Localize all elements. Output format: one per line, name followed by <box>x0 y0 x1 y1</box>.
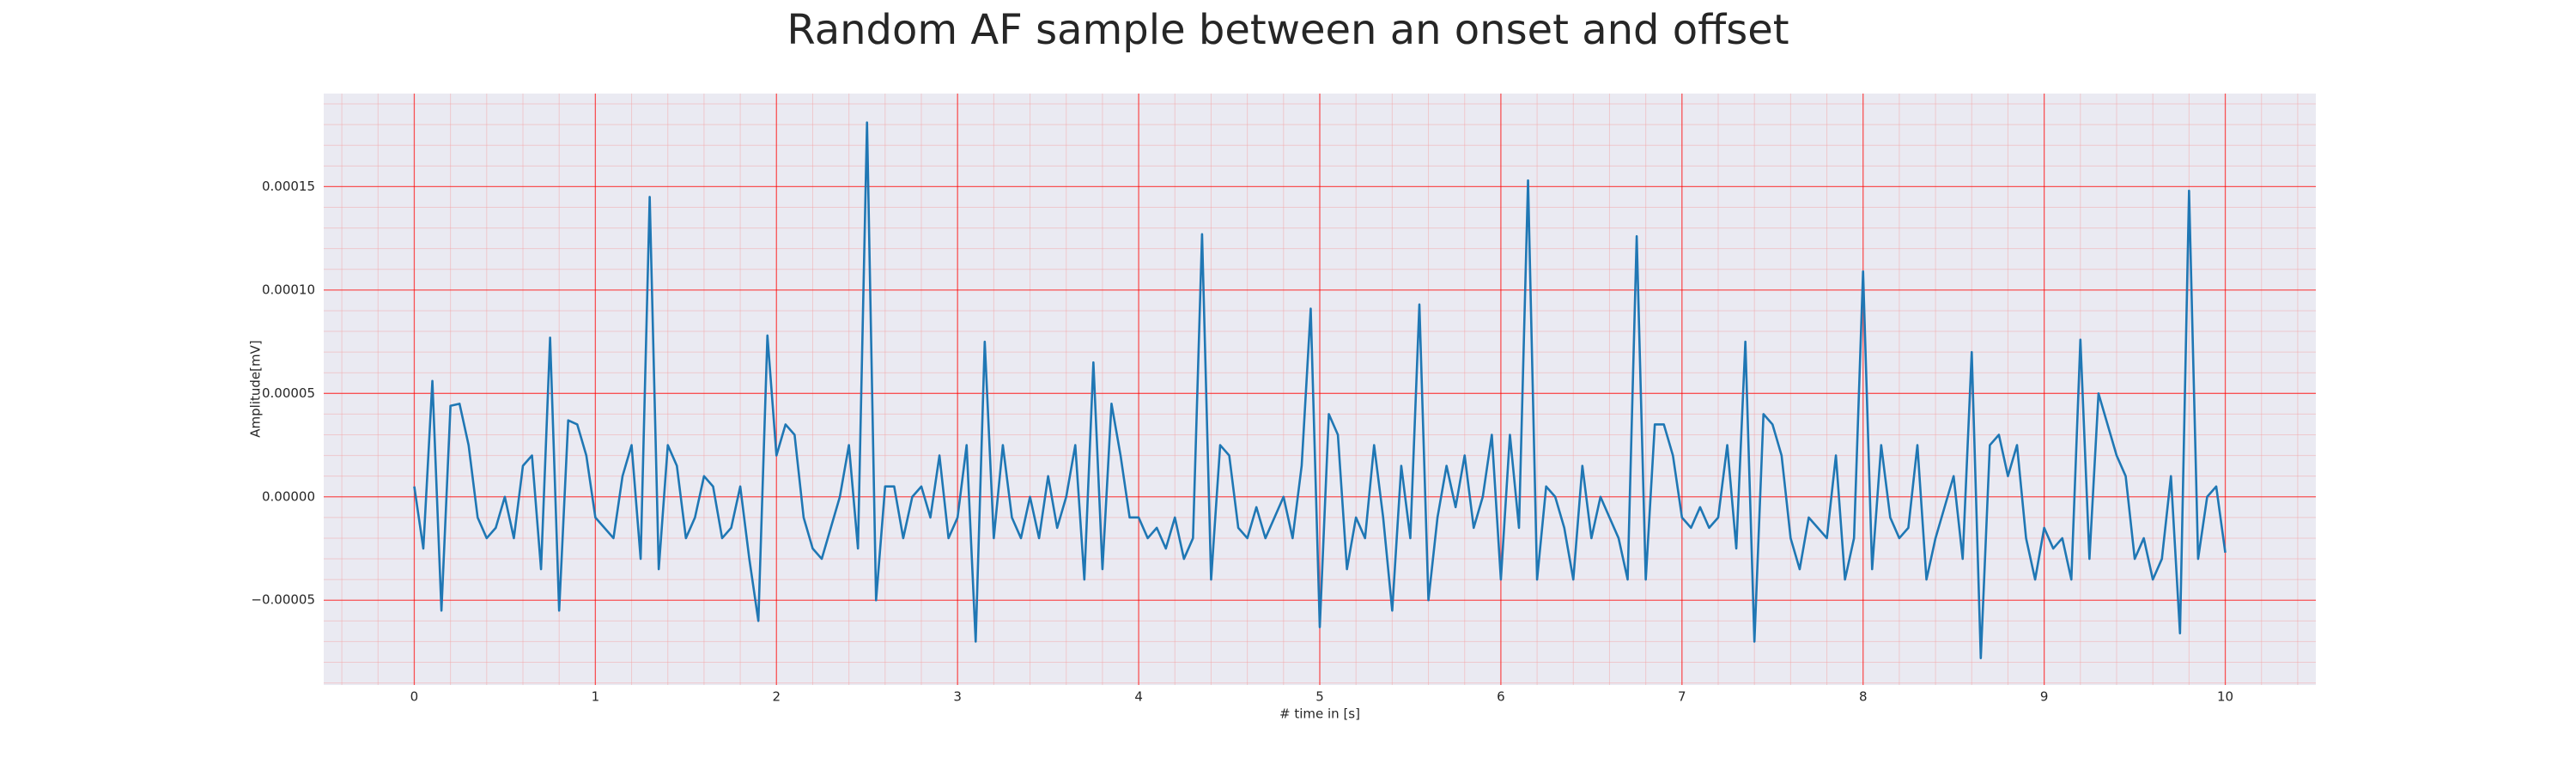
x-tick-label: 2 <box>772 689 781 705</box>
x-tick-label: 5 <box>1315 689 1324 705</box>
x-tick-label: 0 <box>410 689 419 705</box>
x-tick-label: 8 <box>1859 689 1868 705</box>
x-tick-label: 7 <box>1678 689 1686 705</box>
x-tick-label: 6 <box>1497 689 1505 705</box>
x-tick-label: 9 <box>2040 689 2049 705</box>
signal-line <box>413 121 2227 659</box>
y-tick-label: −0.00005 <box>251 592 315 608</box>
x-axis-label: # time in [s] <box>1279 706 1360 722</box>
y-axis-label: Amplitude[mV] <box>248 340 264 437</box>
y-tick-label: 0.00015 <box>262 179 315 194</box>
y-tick-label: 0.00010 <box>262 282 315 297</box>
x-tick-label: 1 <box>592 689 600 705</box>
y-tick-label: 0.00000 <box>262 488 315 504</box>
x-tick-label: 10 <box>2217 689 2233 705</box>
x-tick-label: 4 <box>1134 689 1143 705</box>
chart-title: Random AF sample between an onset and of… <box>787 6 1789 54</box>
x-tick-label: 3 <box>953 689 962 705</box>
y-tick-label: 0.00005 <box>262 385 315 401</box>
